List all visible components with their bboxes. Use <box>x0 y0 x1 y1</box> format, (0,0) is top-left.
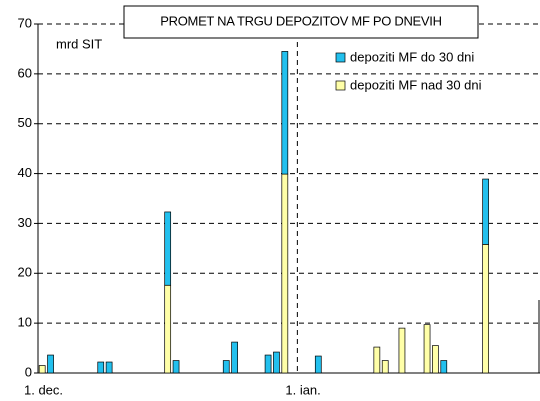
legend-label: depoziti MF nad 30 dni <box>350 77 482 92</box>
title-box <box>123 5 479 39</box>
y-tick-label: 40 <box>18 165 32 180</box>
y-tick-label: 0 <box>25 364 32 379</box>
x-tick-label: 1. ian. <box>285 382 320 397</box>
bar-segment <box>264 354 272 374</box>
chart-title: PROMET NA TRGU DEPOZITOV MF PO DNEVIH <box>160 13 441 28</box>
legend-label: depoziti MF do 30 dni <box>350 49 474 64</box>
bar-segment <box>482 244 489 374</box>
bar-segment <box>172 360 180 374</box>
bar-segment <box>164 284 172 374</box>
bar-segment <box>482 178 489 245</box>
bar-segment <box>164 211 172 286</box>
unit-label: mrd SIT <box>56 36 102 51</box>
x-tick-label: 1. dec. <box>24 382 63 397</box>
bar-segment <box>273 351 280 374</box>
bar-segment <box>381 360 389 374</box>
bar-segment <box>47 354 54 374</box>
bar-segment <box>281 173 289 374</box>
bar-segment <box>440 360 448 374</box>
bar-segment <box>38 365 46 374</box>
y-tick-label: 70 <box>18 15 32 30</box>
legend-swatch <box>335 80 346 91</box>
bar-segment <box>222 360 230 374</box>
bar-segment <box>97 361 105 374</box>
y-tick-label: 50 <box>18 115 32 130</box>
legend-swatch <box>335 52 346 63</box>
bar-segment <box>398 327 406 374</box>
bar-segment <box>373 346 381 374</box>
bar-segment <box>231 341 238 374</box>
y-tick-label: 20 <box>18 265 32 280</box>
bar-segment <box>281 51 289 175</box>
bar-segment <box>105 361 113 374</box>
y-tick-label: 10 <box>18 315 32 330</box>
y-tick-label: 30 <box>18 215 32 230</box>
bar-segment <box>314 355 322 374</box>
y-tick-label: 60 <box>18 65 32 80</box>
bar-segment <box>432 345 439 374</box>
bar-segment <box>423 324 431 374</box>
